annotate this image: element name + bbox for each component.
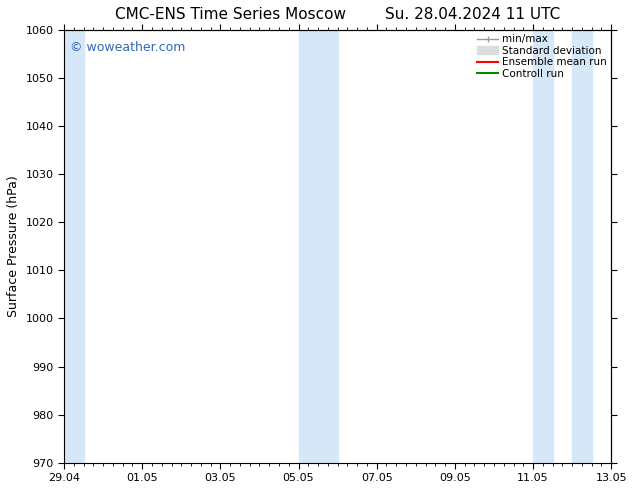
Bar [64,30,84,463]
Y-axis label: Surface Pressure (hPa): Surface Pressure (hPa) [7,175,20,317]
Bar [533,30,553,463]
Bar [572,30,592,463]
Legend: min/max, Standard deviation, Ensemble mean run, Controll run: min/max, Standard deviation, Ensemble me… [476,32,609,81]
Title: CMC-ENS Time Series Moscow        Su. 28.04.2024 11 UTC: CMC-ENS Time Series Moscow Su. 28.04.202… [115,7,560,22]
Text: © woweather.com: © woweather.com [70,41,185,54]
Bar [299,30,338,463]
